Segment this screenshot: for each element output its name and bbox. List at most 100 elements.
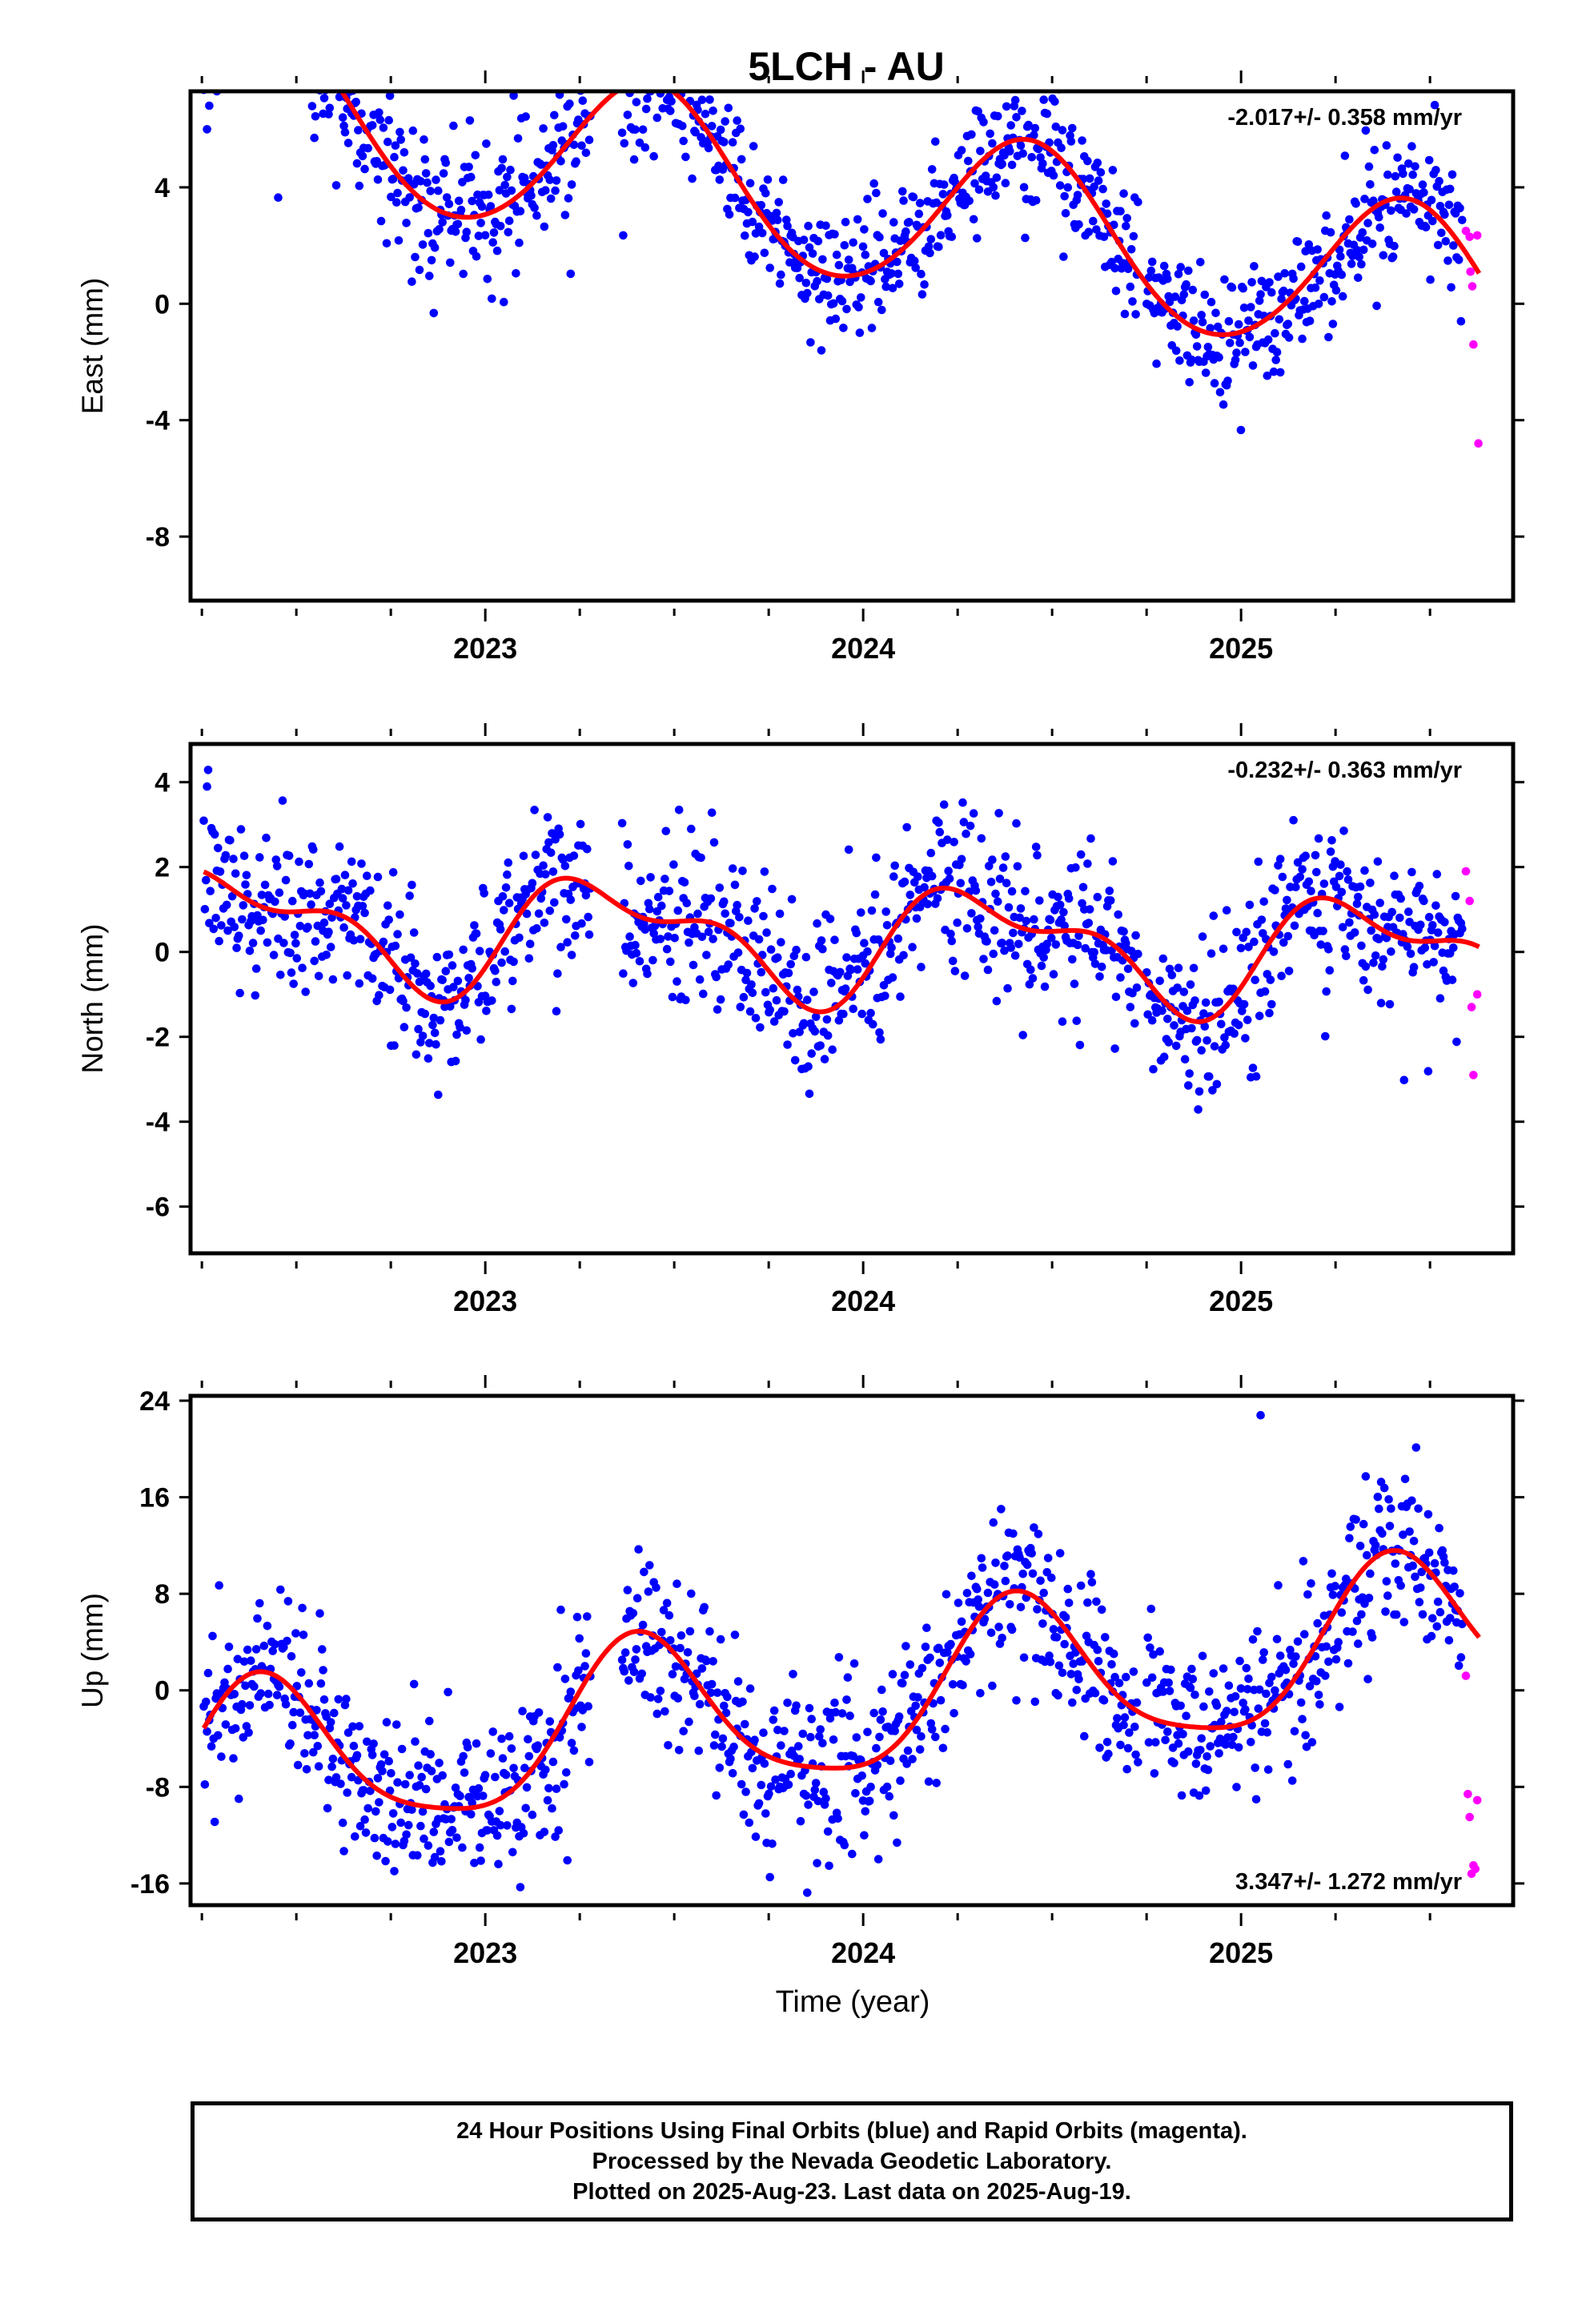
east-final-point bbox=[840, 241, 849, 250]
north-final-point bbox=[730, 880, 740, 890]
east-final-point bbox=[1338, 292, 1347, 301]
east-final-point bbox=[421, 169, 431, 178]
up-final-point bbox=[208, 1631, 217, 1641]
east-final-point bbox=[232, 62, 241, 70]
east-final-point bbox=[303, 65, 311, 74]
east-final-point bbox=[220, 59, 229, 68]
north-final-point bbox=[563, 938, 572, 947]
east-final-point bbox=[1200, 290, 1210, 300]
up-final-point bbox=[343, 1728, 353, 1737]
east-final-point bbox=[875, 232, 884, 242]
east-final-point bbox=[1271, 356, 1280, 364]
east-final-point bbox=[1039, 95, 1048, 104]
north-final-point bbox=[210, 830, 219, 839]
east-final-point bbox=[273, 9, 282, 18]
north-final-point bbox=[347, 857, 356, 866]
up-final-point bbox=[1416, 1583, 1425, 1592]
north-final-point bbox=[1097, 963, 1106, 971]
up-final-point bbox=[1262, 1689, 1271, 1699]
east-final-point bbox=[1345, 215, 1354, 224]
up-final-point bbox=[819, 1787, 829, 1796]
east-final-point bbox=[1219, 400, 1228, 409]
caption-line-2: Processed by the Nevada Geodetic Laborat… bbox=[592, 2149, 1112, 2174]
up-final-point bbox=[711, 1730, 720, 1739]
north-final-point bbox=[420, 1009, 430, 1019]
north-final-point bbox=[807, 1049, 816, 1058]
east-final-point bbox=[969, 215, 978, 224]
up-final-point bbox=[1444, 1636, 1454, 1645]
up-final-point bbox=[901, 1642, 910, 1651]
east-final-point bbox=[1449, 241, 1458, 250]
up-final-point bbox=[709, 1741, 719, 1750]
up-final-point bbox=[1259, 1648, 1268, 1657]
up-final-point bbox=[712, 1791, 721, 1800]
north-final-point bbox=[927, 871, 937, 881]
north-final-point bbox=[985, 862, 994, 870]
up-final-point bbox=[483, 1826, 492, 1835]
east-rapid-point bbox=[1465, 232, 1474, 242]
north-final-point bbox=[402, 1003, 411, 1012]
east-final-point bbox=[240, 61, 249, 70]
up-final-point bbox=[328, 1755, 338, 1763]
up-final-point bbox=[524, 1751, 534, 1761]
east-final-point bbox=[288, 61, 297, 70]
north-final-point bbox=[853, 965, 862, 974]
up-final-point bbox=[1415, 1598, 1424, 1606]
north-final-point bbox=[1222, 906, 1231, 915]
north-final-point bbox=[500, 906, 508, 915]
east-final-point bbox=[1227, 283, 1237, 292]
east-final-point bbox=[1407, 142, 1416, 151]
north-final-point bbox=[945, 874, 954, 883]
up-final-point bbox=[905, 1660, 915, 1669]
east-final-point bbox=[709, 107, 717, 115]
up-final-point bbox=[804, 1800, 813, 1809]
east-final-point bbox=[676, 66, 685, 74]
north-final-point bbox=[528, 879, 537, 888]
north-final-point bbox=[1199, 1009, 1208, 1018]
east-final-point bbox=[575, 55, 584, 64]
east-final-point bbox=[1122, 214, 1131, 223]
east-final-point bbox=[931, 137, 940, 147]
east-final-point bbox=[1424, 155, 1434, 165]
north-final-point bbox=[566, 895, 576, 904]
up-final-point bbox=[548, 1757, 558, 1767]
east-final-point bbox=[1409, 205, 1419, 214]
north-final-point bbox=[259, 915, 267, 925]
east-final-point bbox=[500, 180, 509, 190]
north-final-point bbox=[1236, 943, 1246, 953]
north-final-point bbox=[947, 936, 957, 946]
up-final-point bbox=[1187, 1664, 1196, 1674]
north-final-point bbox=[1197, 1046, 1206, 1055]
north-final-point bbox=[943, 835, 952, 844]
north-final-point bbox=[295, 857, 303, 866]
east-final-point bbox=[1102, 209, 1112, 219]
up-final-point bbox=[882, 1782, 892, 1791]
north-final-point bbox=[1012, 818, 1021, 828]
up-final-point bbox=[1411, 1572, 1419, 1582]
up-final-point bbox=[1366, 1569, 1375, 1578]
east-final-point bbox=[327, 11, 336, 20]
north-final-point bbox=[536, 894, 546, 903]
up-final-point bbox=[1184, 1747, 1193, 1756]
north-final-point bbox=[966, 822, 975, 830]
up-final-point bbox=[665, 1610, 674, 1620]
north-final-point bbox=[496, 925, 505, 934]
east-final-point bbox=[293, 0, 302, 2]
up-final-point bbox=[324, 1775, 333, 1784]
up-final-point bbox=[292, 1682, 302, 1691]
north-final-point bbox=[408, 880, 416, 890]
north-final-point bbox=[1130, 1019, 1139, 1028]
north-final-point bbox=[498, 892, 508, 901]
north-final-point bbox=[882, 921, 892, 930]
up-final-point bbox=[1324, 1657, 1333, 1667]
north-rate-label: -0.232+/- 0.363 mm/yr bbox=[1227, 758, 1462, 783]
up-final-point bbox=[860, 1831, 869, 1840]
up-final-point bbox=[875, 1732, 884, 1742]
east-final-point bbox=[666, 107, 675, 115]
north-final-point bbox=[584, 930, 594, 939]
up-final-point bbox=[359, 1786, 368, 1795]
north-final-point bbox=[1396, 894, 1405, 903]
east-final-point bbox=[829, 299, 838, 308]
up-final-point bbox=[1039, 1588, 1048, 1598]
up-final-point bbox=[520, 1763, 529, 1772]
